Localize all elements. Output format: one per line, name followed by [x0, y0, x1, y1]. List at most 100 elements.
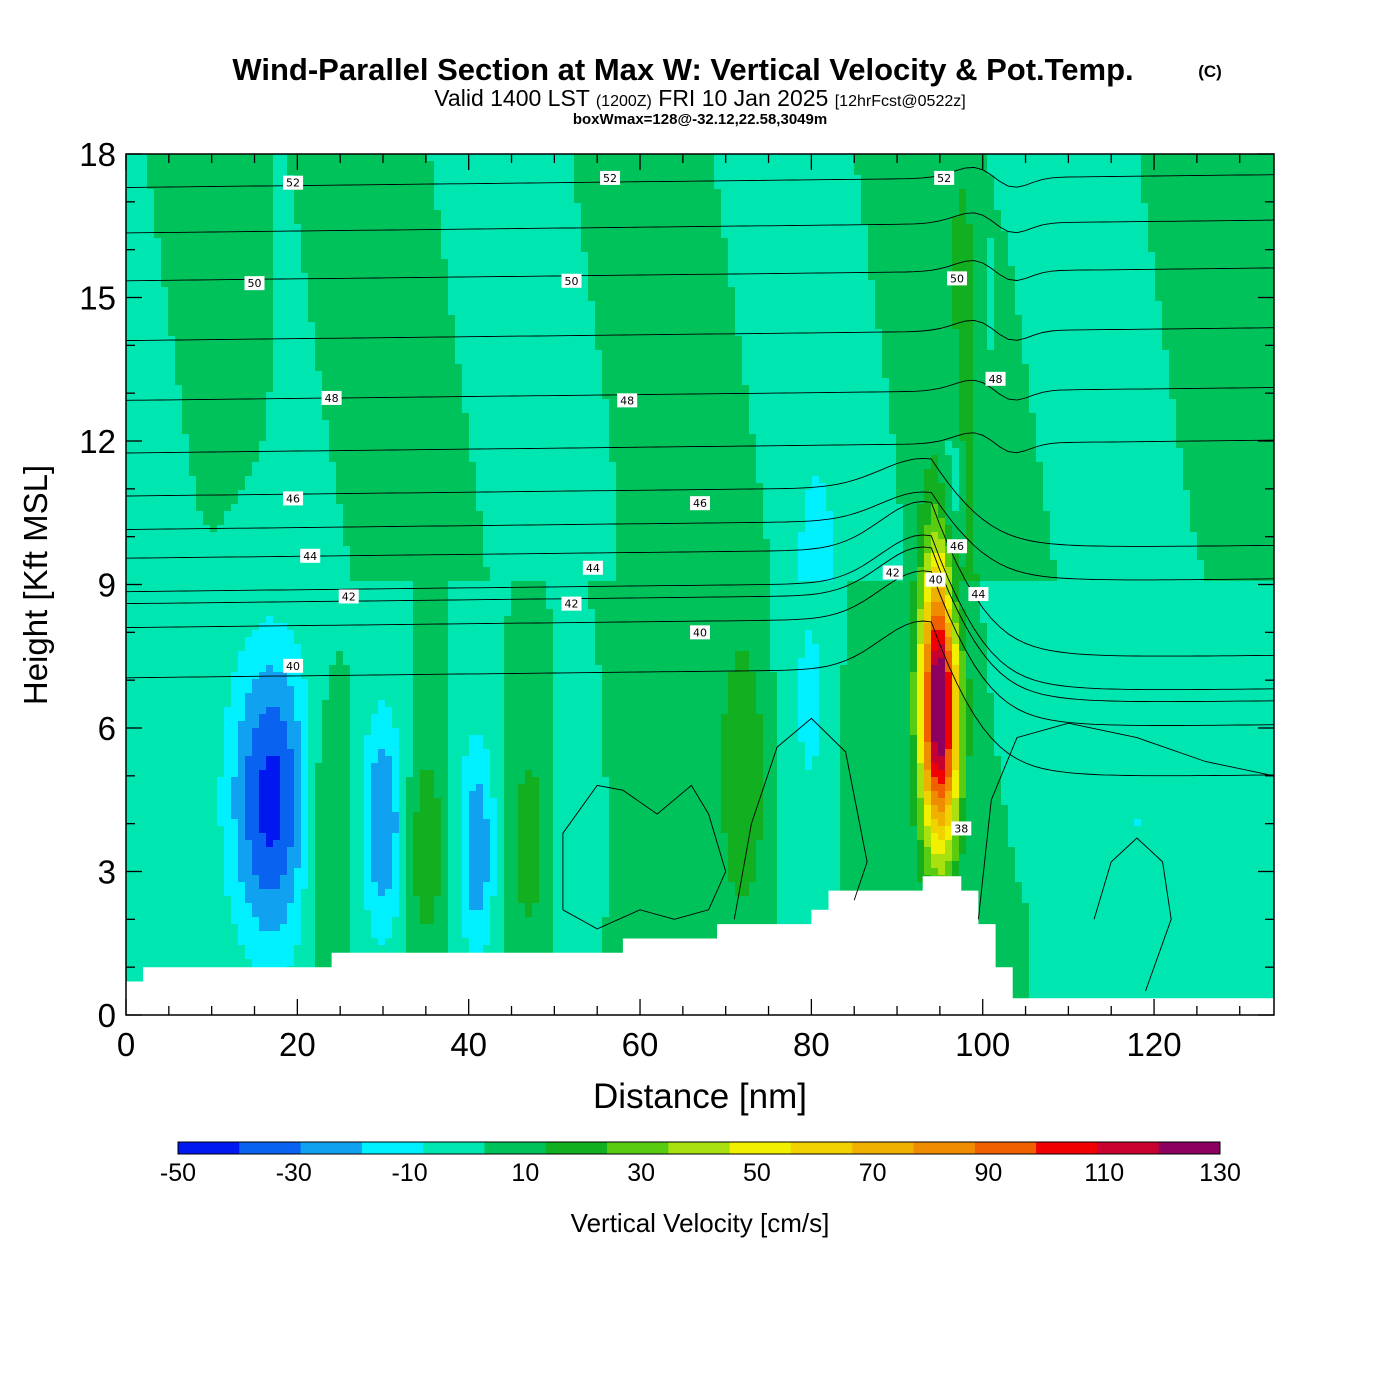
field-cell: [357, 791, 365, 799]
field-cell: [126, 665, 134, 673]
field-cell: [126, 875, 134, 883]
field-cell: [329, 637, 337, 645]
field-cell: [210, 392, 218, 400]
field-cell: [133, 882, 141, 890]
field-cell: [238, 742, 246, 750]
field-cell: [252, 343, 260, 351]
field-cell: [301, 833, 309, 841]
field-cell: [161, 217, 169, 225]
field-cell: [126, 973, 134, 981]
field-cell: [238, 322, 246, 330]
field-cell: [126, 637, 134, 645]
field-cell: [266, 406, 274, 414]
field-cell: [273, 154, 281, 162]
field-cell: [371, 903, 379, 911]
field-cell: [266, 833, 274, 841]
field-cell: [189, 609, 197, 617]
field-cell: [203, 371, 211, 379]
field-cell: [259, 931, 267, 939]
field-cell: [203, 406, 211, 414]
field-cell: [287, 252, 295, 260]
field-cell: [259, 371, 267, 379]
field-cell: [329, 875, 337, 883]
field-cell: [147, 609, 155, 617]
field-cell: [161, 952, 169, 960]
field-cell: [287, 217, 295, 225]
field-cell: [294, 455, 302, 463]
field-cell: [273, 427, 281, 435]
field-cell: [329, 371, 337, 379]
field-cell: [385, 539, 393, 547]
field-cell: [126, 476, 134, 484]
field-cell: [364, 609, 372, 617]
field-cell: [182, 609, 190, 617]
field-cell: [266, 567, 274, 575]
field-cell: [406, 231, 414, 239]
field-cell: [224, 567, 232, 575]
field-cell: [357, 770, 365, 778]
field-cell: [175, 903, 183, 911]
field-cell: [217, 819, 225, 827]
field-cell: [231, 630, 239, 638]
field-cell: [308, 168, 316, 176]
field-cell: [315, 833, 323, 841]
field-cell: [399, 357, 407, 365]
field-cell: [322, 721, 330, 729]
field-cell: [266, 273, 274, 281]
field-cell: [294, 630, 302, 638]
field-cell: [273, 301, 281, 309]
field-cell: [133, 175, 141, 183]
field-cell: [343, 770, 351, 778]
field-cell: [140, 231, 148, 239]
field-cell: [322, 938, 330, 946]
field-cell: [259, 406, 267, 414]
field-cell: [217, 798, 225, 806]
field-cell: [273, 749, 281, 757]
field-cell: [357, 784, 365, 792]
field-cell: [294, 413, 302, 421]
field-cell: [301, 294, 309, 302]
field-cell: [210, 287, 218, 295]
field-cell: [231, 175, 239, 183]
field-cell: [161, 931, 169, 939]
field-cell: [371, 812, 379, 820]
field-cell: [315, 287, 323, 295]
field-cell: [203, 679, 211, 687]
field-cell: [287, 238, 295, 246]
field-cell: [189, 707, 197, 715]
field-cell: [196, 518, 204, 526]
field-cell: [252, 336, 260, 344]
field-cell: [182, 616, 190, 624]
field-cell: [280, 602, 288, 610]
field-cell: [252, 511, 260, 519]
field-cell: [329, 420, 337, 428]
field-cell: [301, 371, 309, 379]
field-cell: [406, 476, 414, 484]
field-cell: [217, 749, 225, 757]
field-cell: [147, 693, 155, 701]
field-cell: [343, 203, 351, 211]
field-cell: [364, 840, 372, 848]
field-cell: [399, 441, 407, 449]
field-cell: [231, 672, 239, 680]
field-cell: [357, 308, 365, 316]
field-cell: [308, 294, 316, 302]
field-cell: [357, 280, 365, 288]
field-cell: [308, 259, 316, 267]
field-cell: [371, 826, 379, 834]
field-cell: [126, 595, 134, 603]
field-cell: [294, 623, 302, 631]
field-cell: [189, 371, 197, 379]
field-cell: [308, 861, 316, 869]
field-cell: [322, 686, 330, 694]
field-cell: [203, 175, 211, 183]
field-cell: [371, 350, 379, 358]
field-cell: [294, 168, 302, 176]
field-cell: [147, 343, 155, 351]
field-cell: [399, 637, 407, 645]
field-cell: [154, 308, 162, 316]
field-cell: [301, 196, 309, 204]
field-cell: [315, 749, 323, 757]
field-cell: [343, 819, 351, 827]
field-cell: [308, 371, 316, 379]
